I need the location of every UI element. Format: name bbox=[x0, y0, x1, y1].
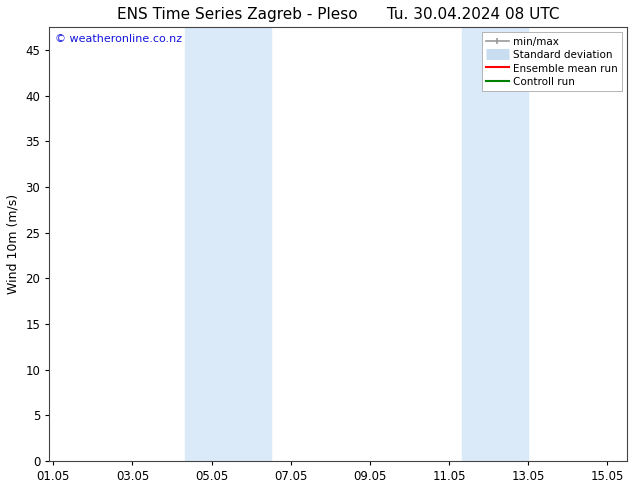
Y-axis label: Wind 10m (m/s): Wind 10m (m/s) bbox=[7, 194, 20, 294]
Legend: min/max, Standard deviation, Ensemble mean run, Controll run: min/max, Standard deviation, Ensemble me… bbox=[482, 32, 622, 91]
Bar bbox=[185, 27, 271, 461]
Bar bbox=[462, 27, 528, 461]
Text: © weatheronline.co.nz: © weatheronline.co.nz bbox=[55, 34, 183, 44]
Title: ENS Time Series Zagreb - Pleso      Tu. 30.04.2024 08 UTC: ENS Time Series Zagreb - Pleso Tu. 30.04… bbox=[117, 7, 559, 22]
